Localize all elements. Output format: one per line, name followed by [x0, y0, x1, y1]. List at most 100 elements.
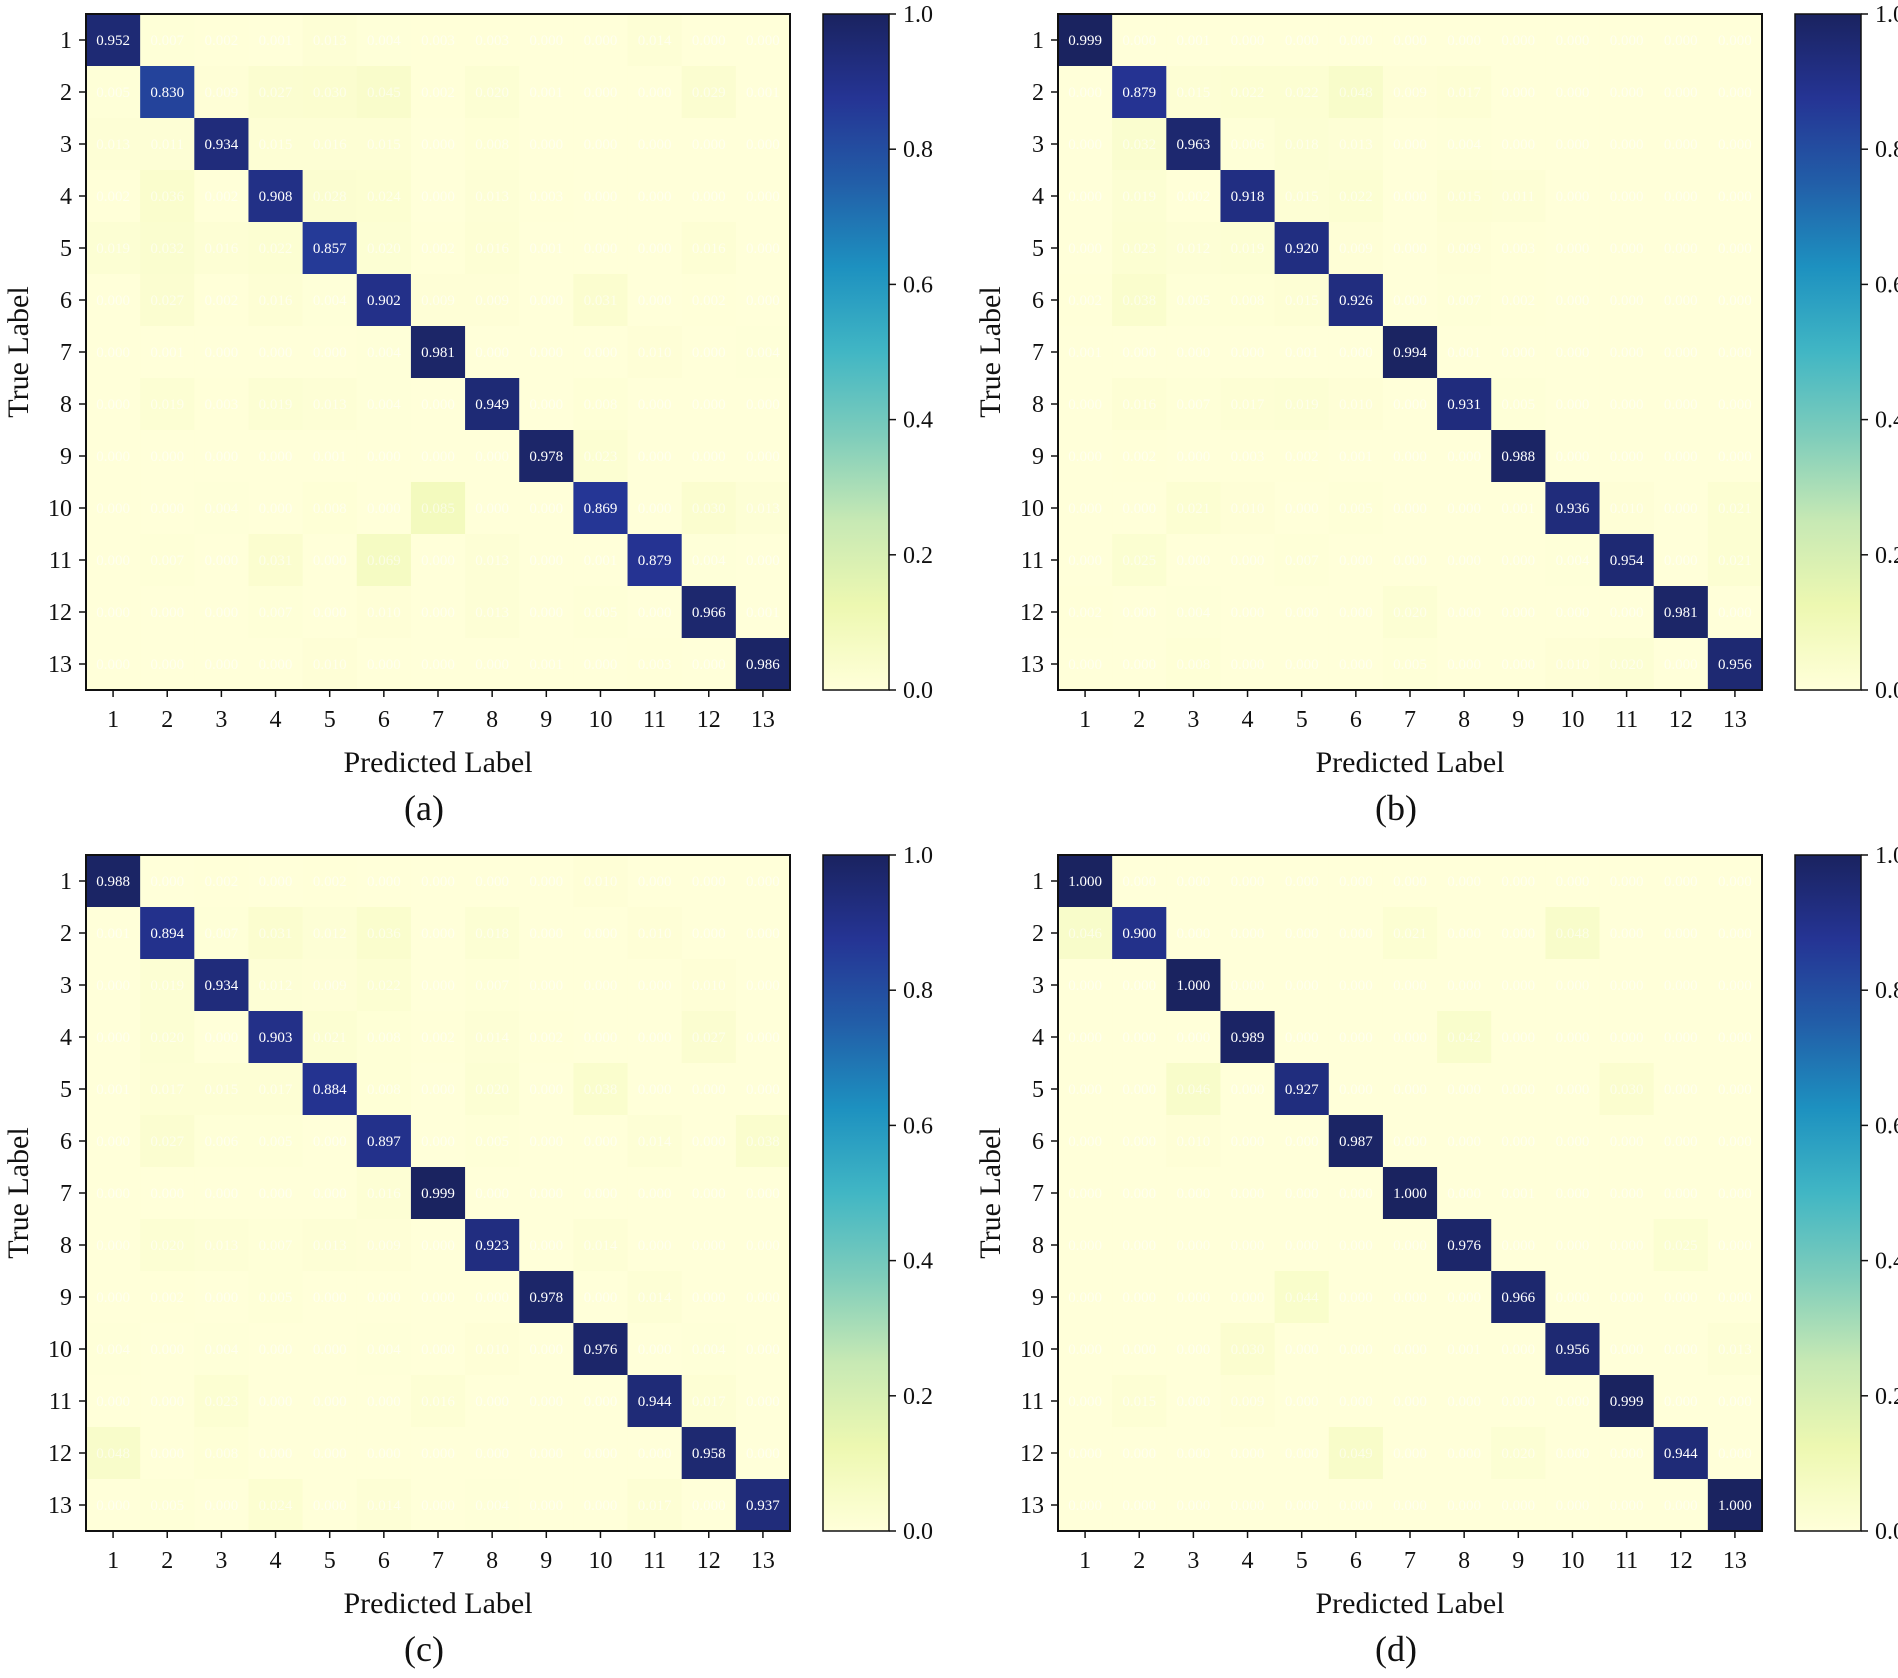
matrix-cell [519, 907, 574, 960]
matrix-cell [681, 222, 737, 275]
matrix-cell [1112, 1271, 1167, 1324]
cell-value-label: 0.013 [313, 1238, 347, 1254]
matrix-cell [735, 1115, 791, 1168]
cell-value-label: 0.018 [1285, 137, 1319, 153]
cell-value-label: 0.007 [475, 978, 509, 994]
y-tick-label: 12 [1020, 1441, 1044, 1467]
cell-value-label: 0.000 [1177, 874, 1211, 890]
cell-value-label: 0.027 [150, 1134, 184, 1150]
cell-value-label: 0.004 [96, 1342, 130, 1358]
matrix-cell [1112, 959, 1167, 1012]
matrix-cell [465, 222, 520, 275]
matrix-cell [1653, 274, 1709, 327]
matrix-cell [1220, 1063, 1276, 1116]
matrix-cell [302, 274, 358, 327]
cell-value-label: 0.000 [692, 1238, 726, 1254]
cell-value-label: 0.004 [205, 501, 239, 517]
cell-value-label: 0.000 [1447, 449, 1481, 465]
matrix-cell [1599, 14, 1655, 67]
cell-value-label: 0.000 [1718, 33, 1752, 49]
cell-value-label: 0.001 [1285, 345, 1319, 361]
cell-value-label: 0.000 [96, 553, 130, 569]
matrix-cell [140, 1219, 195, 1272]
cell-value-label: 0.000 [638, 189, 672, 205]
matrix-cell [302, 1011, 358, 1064]
matrix-cell [1545, 1323, 1601, 1376]
cell-value-label: 0.000 [1610, 33, 1644, 49]
y-axis-label: True Label [974, 1127, 1007, 1258]
cell-value-label: 0.000 [584, 978, 618, 994]
matrix-cell [573, 855, 629, 908]
matrix-cell [1382, 638, 1438, 691]
matrix-cell [140, 638, 195, 691]
matrix-cell [410, 586, 466, 639]
matrix-cell [735, 586, 791, 639]
cell-value-label: 0.000 [1718, 449, 1752, 465]
cell-value-label: 0.000 [1231, 1134, 1265, 1150]
matrix-cell [410, 1219, 466, 1272]
cell-value-label: 0.000 [1339, 1342, 1373, 1358]
cell-value-label: 0.001 [259, 33, 293, 49]
cell-value-label: 0.006 [205, 1134, 239, 1150]
matrix-cell [1382, 170, 1438, 223]
matrix-cell [248, 1427, 304, 1480]
colorbar: 0.00.20.40.60.81.0 [822, 843, 933, 1545]
cell-value-label: 0.000 [529, 501, 563, 517]
cell-value-label: 0.009 [1447, 241, 1481, 257]
cell-value-label: 0.000 [529, 397, 563, 413]
cell-value-label: 0.004 [475, 1498, 509, 1514]
matrix-cell [519, 378, 574, 431]
matrix-cell [519, 1323, 574, 1376]
cell-value-label: 0.000 [1664, 874, 1698, 890]
cell-value-label: 0.000 [1393, 1394, 1427, 1410]
cell-value-label: 0.000 [421, 553, 455, 569]
matrix-cell [1112, 1167, 1167, 1220]
matrix-cell [1058, 326, 1113, 379]
cell-value-label: 0.000 [1610, 1238, 1644, 1254]
cell-value-label: 0.030 [313, 85, 347, 101]
cell-value-label: 0.000 [584, 926, 618, 942]
cell-value-label: 0.000 [96, 605, 130, 621]
cell-value-label: 0.000 [1177, 449, 1211, 465]
cell-value-label: 0.903 [259, 1030, 293, 1046]
cell-value-label: 0.000 [421, 978, 455, 994]
cell-value-label: 0.000 [1339, 1238, 1373, 1254]
cell-value-label: 0.000 [1122, 605, 1156, 621]
cell-value-label: 0.012 [313, 926, 347, 942]
matrix-cell [410, 66, 466, 119]
matrix-cell [1545, 1427, 1601, 1480]
cell-value-label: 0.009 [313, 978, 347, 994]
matrix-cell [302, 1115, 358, 1168]
matrix-cell [735, 430, 791, 483]
cell-value-label: 1.000 [1718, 1498, 1752, 1514]
y-tick-label: 5 [60, 1077, 72, 1103]
matrix-cell [248, 959, 304, 1012]
cell-value-label: 0.000 [638, 501, 672, 517]
y-tick-label: 4 [60, 1025, 72, 1051]
matrix-cell [1220, 378, 1276, 431]
matrix-cell [86, 1323, 141, 1376]
cell-value-label: 0.000 [1122, 33, 1156, 49]
cell-value-label: 0.000 [1718, 293, 1752, 309]
colorbar-tick-label: 1.0 [1875, 2, 1898, 28]
matrix-cell [410, 170, 466, 223]
matrix-cell [1545, 1063, 1601, 1116]
matrix-cell [465, 1167, 520, 1220]
cell-value-label: 0.000 [1231, 874, 1265, 890]
cell-value-label: 0.017 [150, 1082, 184, 1098]
matrix-cell [465, 959, 520, 1012]
x-tick-label: 7 [432, 1548, 444, 1574]
cell-value-label: 0.001 [1447, 345, 1481, 361]
matrix-cell [681, 1167, 737, 1220]
matrix-cell [681, 482, 737, 535]
cell-value-label: 0.000 [1664, 1186, 1698, 1202]
cell-value-label: 0.000 [746, 1030, 780, 1046]
cell-value-label: 0.000 [1393, 874, 1427, 890]
matrix-cell [573, 378, 629, 431]
matrix-cell [1707, 1219, 1763, 1272]
cell-value-label: 0.000 [529, 553, 563, 569]
matrix-cell [1491, 534, 1546, 587]
cell-value-label: 0.000 [1285, 657, 1319, 673]
cell-value-label: 0.869 [584, 501, 618, 517]
matrix-cell [465, 170, 520, 223]
